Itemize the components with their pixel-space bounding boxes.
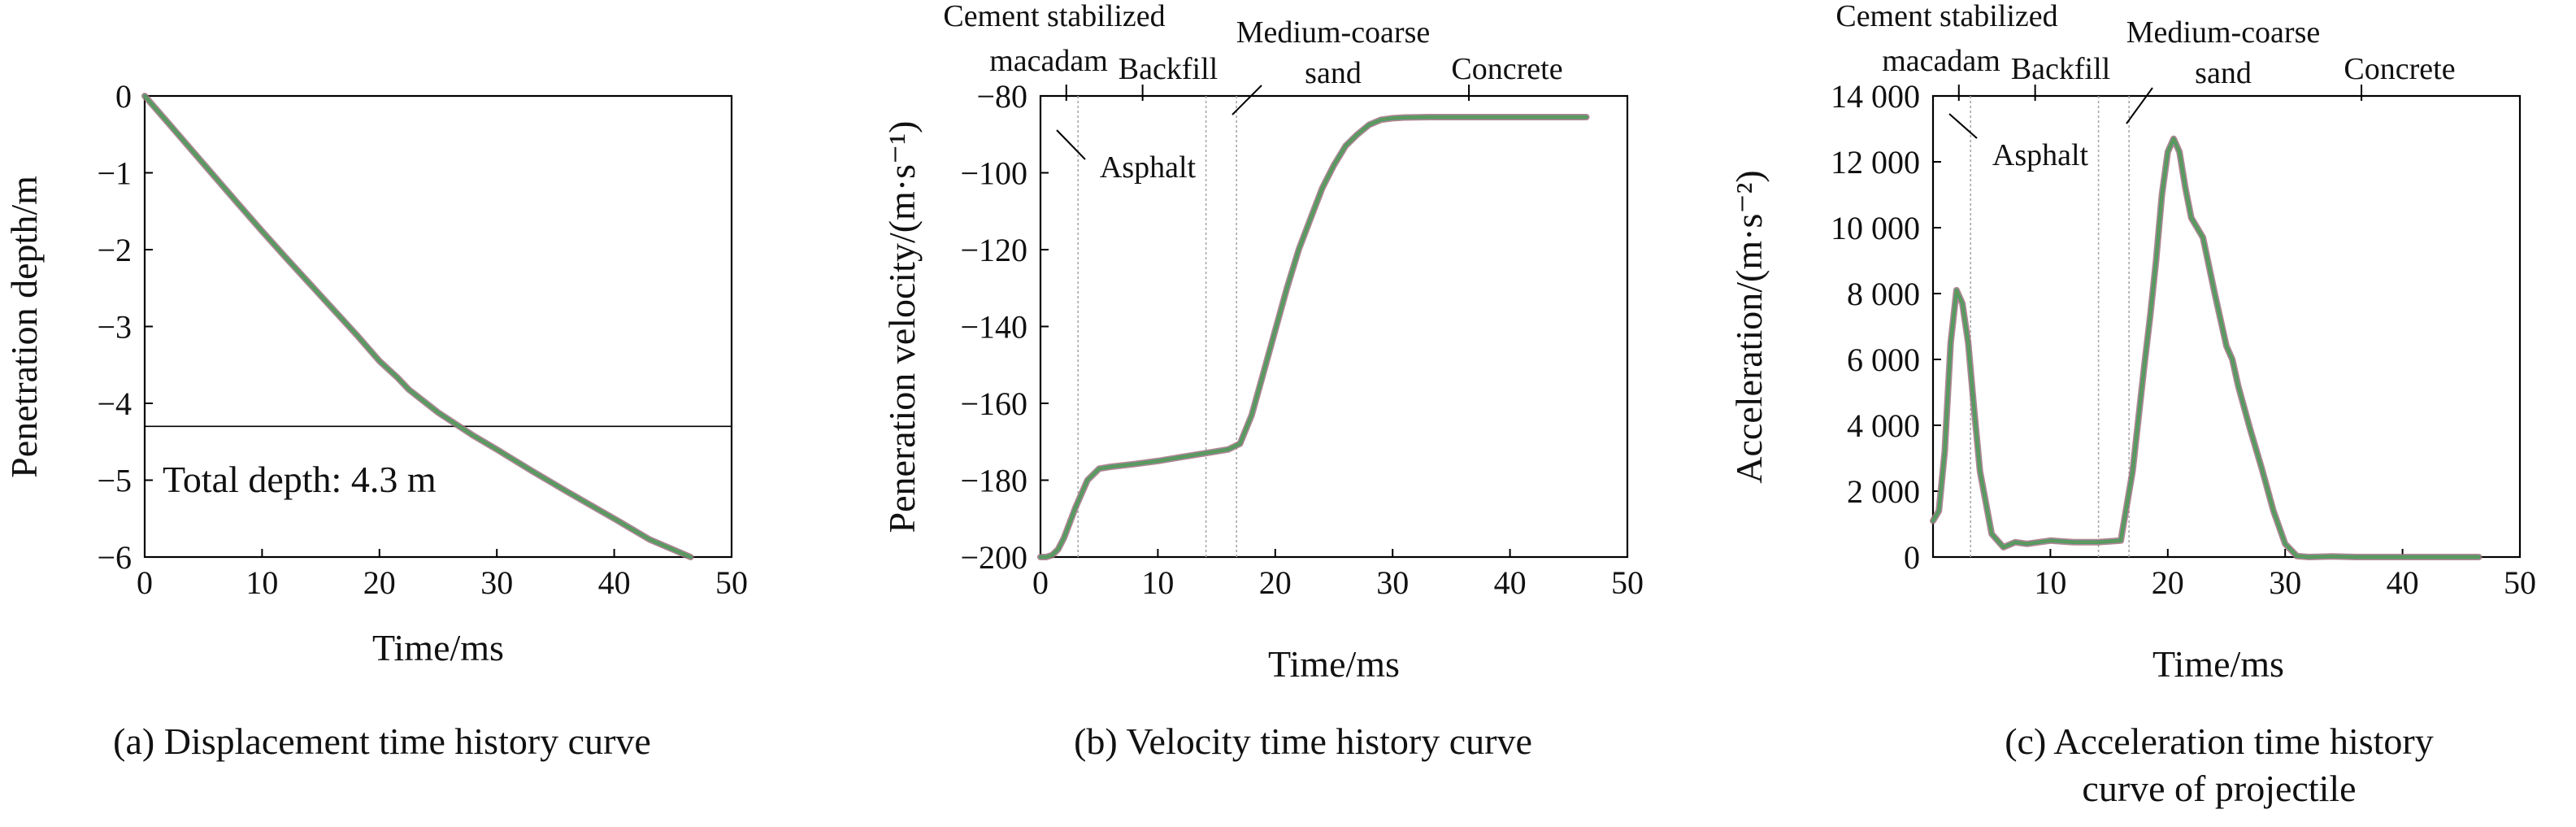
y-tick-label: −3 [97, 309, 132, 346]
series-line-highlight [1932, 137, 2479, 558]
x-tick-label: 30 [1376, 564, 1409, 601]
y-axis-ticks: 0 2 000 4 000 6 000 8 000 10 000 12 000 14 000 [1831, 78, 1941, 576]
series-line-highlight [144, 95, 691, 558]
y-tick-label: −120 [960, 232, 1027, 268]
plot-area-frame [1931, 94, 2522, 559]
y-tick-label: −100 [960, 155, 1027, 192]
annotation-medium-coarse: Medium-coarse [2126, 15, 2320, 50]
annotation-macadam: macadam [989, 44, 1108, 78]
x-tick-label: 20 [1259, 564, 1292, 601]
y-tick-label: −140 [960, 309, 1027, 346]
total-depth-label: Total depth: 4.3 m [163, 459, 437, 500]
layer-boundaries [1077, 96, 1237, 557]
y-tick-label: 10 000 [1831, 210, 1920, 246]
y-axis-ticks: −200 −180 −160 −140 −120 −100 −80 [960, 78, 1049, 576]
y-tick-label: 8 000 [1847, 276, 1920, 312]
series-line-highlight [1040, 116, 1587, 558]
x-axis-label: Time/ms [2152, 643, 2284, 685]
x-axis-ticks: 0 10 20 30 40 50 [1032, 549, 1644, 601]
x-tick-label: 50 [1611, 564, 1644, 601]
annotation-sand: sand [2195, 56, 2252, 90]
y-tick-label: −80 [976, 78, 1027, 115]
series-line-shadow [1930, 135, 2483, 560]
annotation-cement-stabilized: Cement stabilized [1835, 0, 2057, 33]
y-axis-label: Penetration depth/m [3, 176, 45, 478]
caption: (a) Displacement time history curve [113, 720, 651, 762]
asphalt-leader-line [1948, 113, 1978, 139]
annotation-macadam: macadam [1882, 44, 2000, 78]
y-tick-label: −2 [97, 232, 132, 268]
y-tick-label: 0 [115, 78, 132, 115]
y-axis-label: Peneration velocity/(m·s⁻¹) [881, 121, 923, 533]
y-tick-label: 4 000 [1847, 407, 1920, 444]
sand-leader-line [1232, 85, 1262, 115]
series-line-acceleration [1931, 137, 2481, 559]
y-tick-label: 14 000 [1831, 78, 1920, 115]
x-tick-label: 40 [1494, 564, 1527, 601]
annotation-medium-coarse: Medium-coarse [1236, 15, 1430, 50]
annotation-sand: sand [1305, 56, 1362, 90]
x-tick-label: 40 [598, 564, 631, 601]
caption-line-2: curve of projectile [2082, 768, 2356, 809]
y-axis-label: Acceleration/(m·s⁻²) [1728, 170, 1770, 483]
annotation-backfill: Backfill [2011, 52, 2110, 86]
x-tick-label: 10 [2034, 564, 2066, 601]
y-tick-label: −1 [97, 155, 132, 192]
y-tick-label: −160 [960, 385, 1027, 422]
y-tick-label: 0 [1904, 539, 1920, 576]
annotation-cement-stabilized: Cement stabilized [943, 0, 1165, 33]
y-tick-label: 2 000 [1847, 473, 1920, 510]
caption: (b) Velocity time history curve [1074, 720, 1532, 762]
layer-ticks [1957, 85, 2363, 101]
x-tick-label: 40 [2387, 564, 2419, 601]
x-axis-label: Time/ms [1268, 643, 1400, 685]
x-tick-label: 10 [245, 564, 278, 601]
y-tick-label: 6 000 [1847, 342, 1920, 378]
layer-boundaries [1970, 96, 2130, 557]
x-tick-label: 10 [1141, 564, 1174, 601]
panel-c-acceleration-chart: Acceleration/(m·s⁻²) Time/ms (c) Acceler… [1728, 0, 2536, 809]
x-tick-label: 30 [480, 564, 513, 601]
x-tick-label: 20 [2152, 564, 2184, 601]
x-axis-ticks: 0 10 20 30 40 50 [137, 549, 748, 601]
layer-ticks [1065, 85, 1470, 101]
series-group [1037, 114, 1590, 560]
annotation-asphalt: Asphalt [1992, 138, 2089, 172]
annotation-backfill: Backfill [1119, 52, 1218, 86]
sand-leader-line [2126, 87, 2153, 124]
series-group [1930, 135, 2483, 560]
x-axis-ticks: 10 20 30 40 50 [2034, 549, 2536, 601]
y-tick-label: −4 [97, 385, 132, 422]
annotation-concrete: Concrete [1451, 52, 1562, 86]
y-tick-label: −180 [960, 463, 1027, 499]
x-tick-label: 50 [2504, 564, 2536, 601]
annotation-concrete: Concrete [2344, 52, 2455, 86]
y-axis-ticks: 0 −1 −2 −3 −4 −5 −6 [97, 78, 153, 576]
annotation-asphalt: Asphalt [1100, 150, 1197, 185]
panel-a-displacement-chart: Penetration depth/m Time/ms (a) Displace… [3, 78, 748, 762]
x-axis-label: Time/ms [372, 627, 504, 668]
x-tick-label: 20 [363, 564, 396, 601]
x-tick-label: 50 [715, 564, 748, 601]
asphalt-leader-line [1056, 129, 1086, 160]
y-tick-label: 12 000 [1831, 144, 1920, 181]
x-tick-label: 0 [1032, 564, 1049, 601]
y-tick-label: −5 [97, 463, 132, 499]
x-tick-label: 30 [2269, 564, 2301, 601]
y-tick-label: −200 [960, 539, 1027, 576]
series-group [141, 93, 694, 560]
x-tick-label: 0 [137, 564, 153, 601]
panel-b-velocity-chart: Peneration velocity/(m·s⁻¹) Time/ms (b) … [881, 0, 1644, 762]
y-tick-label: −6 [97, 539, 132, 576]
caption-line-1: (c) Acceleration time history [2005, 720, 2434, 762]
